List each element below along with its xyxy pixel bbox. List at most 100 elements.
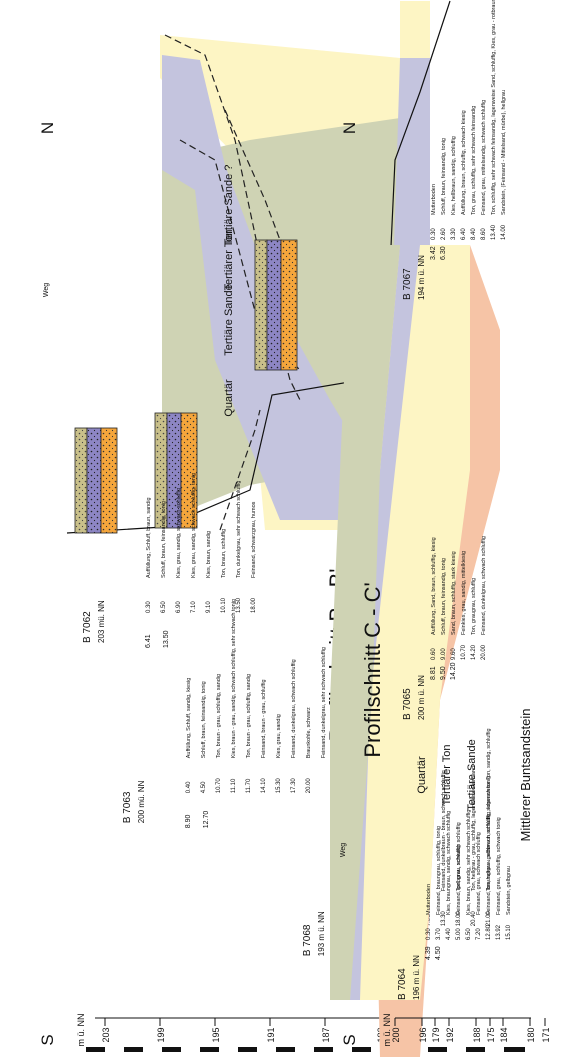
cc-borehole-0-description: Feinsand, braungrau, schluffig, tonig (436, 826, 442, 915)
cc-borehole-1-description: Schluff, braun, feinsandig, tonig (441, 558, 447, 635)
cc-borehole-1-id-group: B 7065 (402, 688, 413, 720)
bb-label-tertiaere-sande-2-group: Tertiäre Sande ? (223, 165, 235, 246)
cc-band-tertiaere-sande (350, 245, 470, 1000)
cc-borehole-1-depth-group: 9.00 (441, 648, 447, 660)
cc-borehole-0-description-group: Feinsand, gelbgrau, schluffig (456, 845, 462, 915)
cc-borehole-0-depth-group: 0.30 (426, 928, 432, 940)
bb-south-label: S (38, 1034, 57, 1045)
bb-borehole-0-id: B 7063 (122, 791, 133, 823)
bb-label-tertiaerer-ton: Tertiärer Ton (223, 230, 235, 291)
bb-borehole-0-description-group: Feinsand, dunkelgrau, sehr schwach schlu… (321, 647, 327, 758)
cc-band-quartaer (330, 245, 400, 1000)
bb-borehole-0-depth: 20.00 (306, 778, 312, 794)
cc-borehole-1-description-group: Schluff, braun, feinsandig, tonig (441, 558, 447, 635)
bb-axis-tick-label-group: 203 (101, 1027, 111, 1042)
cc-borehole-1-description-group: Sand, braun, schluffig, stark kiesig (451, 551, 457, 635)
bb-borehole-2-depth-group: 20.40 (471, 911, 477, 927)
bb-label-quartaer-group: Quartär (223, 379, 235, 417)
cc-borehole-0-depth-group: 13.92 (496, 924, 502, 940)
bb-borehole-0-description: Braunkohle, schwarz (306, 707, 312, 758)
bb-borehole-0-water-level: 12.70 (203, 811, 210, 829)
bb-label-tertiaere-sande-2: Tertiäre Sande ? (223, 165, 235, 246)
bb-borehole-0-depth: 17.30 (291, 778, 297, 794)
cc-axis-unit-group: m ü. NN (382, 1013, 392, 1046)
cc-borehole-2-description-group: Auffüllung, braun, schluffig, schwach ki… (461, 110, 467, 215)
bb-borehole-1-depth: 6.50 (161, 601, 167, 613)
cc-borehole-2-depth: 14.00 (501, 224, 507, 240)
bb-axis-tick-label-group: 199 (156, 1027, 166, 1042)
bb-borehole-1-water-level: 6.41 (145, 634, 152, 648)
cc-borehole-2-description-group: Ton, grau, schluffig, sehr schwach feins… (471, 106, 477, 215)
cc-axis-tick-label-group: 188 (472, 1027, 482, 1042)
cc-borehole-0-depth: 12.80 (486, 924, 492, 940)
cc-axis-tick-label-group: 184 (499, 1027, 509, 1042)
bb-borehole-0-description-group: Ton, braun - grau, schluffig, sandig (246, 674, 252, 758)
bb-south-label-group: S (38, 1034, 57, 1045)
cc-label-buntsandstein: Mittlerer Buntsandstein (518, 709, 533, 842)
cc-borehole-2-id-group: B 7067 (402, 268, 413, 300)
cc-axis-tick-label-group: 180 (526, 1027, 536, 1042)
cc-borehole-0-id-group: B 7064 (397, 968, 408, 1000)
cc-borehole-1-water-level-group: 8.81 (430, 666, 437, 680)
bb-borehole-0-description: Feinsand, dunkelgrau, sehr schwach schlu… (321, 647, 327, 758)
bb-borehole-0-depth: 0.40 (186, 781, 192, 793)
bb-borehole-0-depth-group: 0.40 (186, 781, 192, 793)
cc-north-label: N (340, 122, 359, 134)
bb-borehole-2-depth: 21.00 (486, 911, 492, 927)
cc-axis-tick-label: 188 (472, 1027, 482, 1042)
bb-axis-tick-label-group: 187 (321, 1027, 331, 1042)
cc-borehole-2-water-level-group: 3.42 (430, 246, 437, 260)
bb-borehole-1-description: Ton, dunkelgrau, sehr schwach schluffig (236, 481, 242, 578)
bb-boundary-1 (164, 34, 301, 401)
cc-title-group: Profilschnitt C - C' (360, 582, 385, 757)
cc-borehole-2-depth: 6.40 (461, 228, 467, 240)
bb-borehole-1-description: Auffüllung, Schluff, braun, sandig (146, 497, 152, 578)
bb-column-B7068-silt (254, 239, 268, 371)
cc-label-tertiaerer-ton: Tertiärer Ton (441, 745, 453, 806)
cc-axis-tick-label: 184 (499, 1027, 509, 1042)
cc-borehole-0-depth: 6.50 (466, 928, 472, 940)
bb-borehole-0-description-group: Auffüllung, Schluff, sandig, kiesig (186, 678, 192, 759)
bb-borehole-1-elevation: 203 mü. NN (97, 600, 106, 643)
cc-borehole-1-depth-group: 0.60 (431, 648, 437, 660)
cc-borehole-2-elevation-group: 194 m ü. NN (417, 255, 426, 300)
bb-borehole-0-description-group: Schluff, braun, feinsandig, tonig (201, 681, 207, 758)
cc-borehole-0-elevation: 196 m ü. NN (412, 955, 421, 1000)
cc-borehole-0-water-level: 4.50 (435, 946, 442, 960)
cc-borehole-0-depth-group: 15.10 (506, 924, 512, 940)
cc-title: Profilschnitt C - C' (360, 582, 385, 757)
bb-borehole-2-depth: 13.30 (441, 911, 447, 927)
cc-borehole-1-description: Auffüllung, Sand, braun, schluffig, kies… (431, 537, 437, 635)
bb-borehole-0-description-group: Feinsand, braun - grau, schluffig (261, 679, 267, 758)
bb-borehole-0-water-level-group: 8.90 (185, 815, 192, 829)
cc-label-tertiaere-sande-group: Tertiäre Sande (466, 739, 478, 811)
bb-column-B7062-clay (86, 427, 102, 534)
bb-column-B7063-sand (180, 412, 198, 529)
cc-borehole-2-depth-group: 8.40 (471, 228, 477, 240)
bb-borehole-2-depth: 18.00 (456, 911, 462, 927)
bb-axis-scalebar-gap (105, 1047, 124, 1052)
cc-borehole-2-description-group: Kies, hellbraun, sandig, schluffig (451, 136, 457, 215)
bb-axis-tick-label-group: 191 (266, 1027, 276, 1042)
cc-borehole-2-description: Ton, schluffig, sehr schwach feinsandig,… (491, 0, 497, 215)
bb-label-tertiaerer-ton-group: Tertiärer Ton (223, 230, 235, 291)
bb-axis-scalebar-gap (181, 1047, 200, 1052)
cc-borehole-0-description: Feinsand, grau, schluffig, schwach tonig (496, 817, 502, 915)
cc-label-quartaer-group: Quartär (416, 756, 428, 794)
bb-axis-unit: m ü. NN (76, 1013, 86, 1046)
cc-axis-unit: m ü. NN (382, 1013, 392, 1046)
cc-borehole-2-depth: 8.60 (481, 228, 487, 240)
cc-borehole-1-depth: 14.20 (471, 644, 477, 660)
bb-axis-tick-label-group: 179 (431, 1027, 441, 1042)
cc-borehole-2-depth: 0.30 (431, 228, 437, 240)
cc-borehole-2-depth-group: 2.60 (441, 228, 447, 240)
cc-borehole-0-depth: 15.10 (506, 924, 512, 940)
bb-borehole-1-description: Kies, grau, sandig, schwach schluffig, t… (191, 473, 197, 578)
bb-borehole-0-depth-group: 10.70 (216, 778, 222, 794)
cc-borehole-2-depth-group: 0.30 (431, 228, 437, 240)
bb-borehole-2-depth-group: 18.00 (456, 911, 462, 927)
cc-borehole-2-description: Kies, hellbraun, sandig, schluffig (451, 136, 457, 215)
cc-borehole-2-description-group: Feinsand, grau, mittelsandig, schwach sc… (481, 100, 487, 215)
bb-axis-scalebar-gap (447, 1047, 466, 1052)
cc-borehole-0-water-level-group: 4.39 (425, 946, 432, 960)
